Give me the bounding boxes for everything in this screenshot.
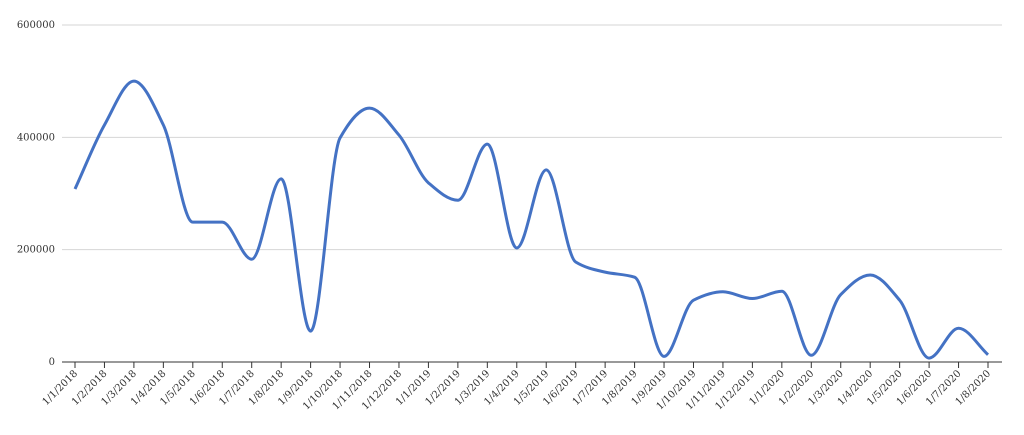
y-tick-label: 0: [49, 357, 55, 368]
y-tick-label: 400000: [17, 132, 55, 143]
y-tick-label: 200000: [17, 245, 55, 256]
y-tick-label: 600000: [17, 20, 55, 31]
line: [73, 79, 990, 360]
